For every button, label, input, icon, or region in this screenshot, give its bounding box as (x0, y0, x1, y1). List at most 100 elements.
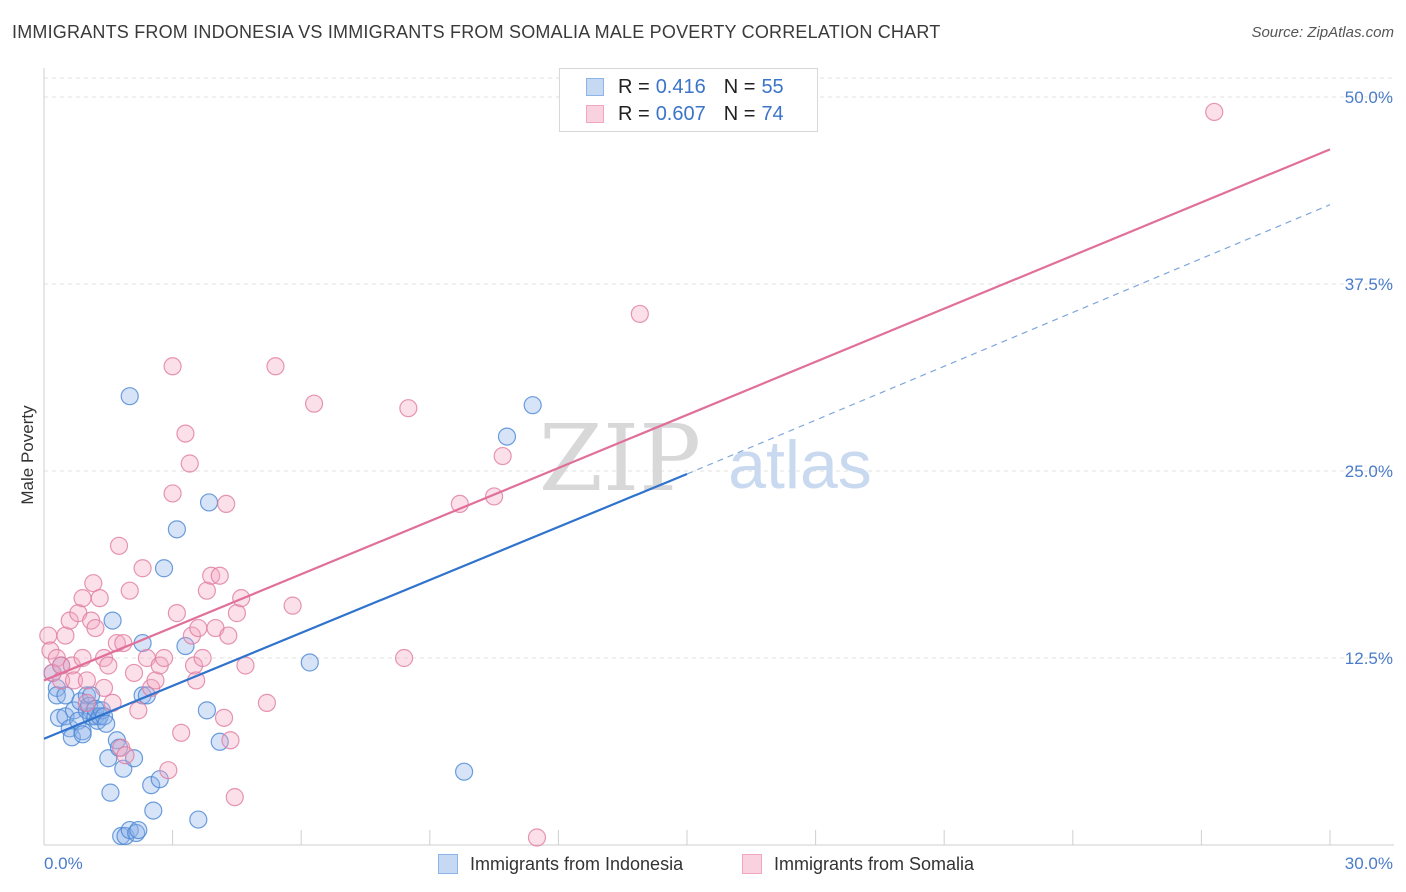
legend-row-somalia: R = 0.607 N = 74 (586, 102, 784, 126)
point-somalia (116, 746, 135, 765)
point-somalia (182, 626, 201, 645)
point-somalia (225, 788, 244, 807)
point-indonesia (97, 714, 116, 733)
y-tick-label: 25.0% (1345, 462, 1393, 481)
x-tick-label: 0.0% (44, 854, 83, 873)
point-indonesia (197, 701, 216, 720)
point-somalia (56, 626, 75, 645)
bottom-legend-indonesia: Immigrants from Indonesia (438, 852, 683, 876)
point-somalia (90, 589, 109, 608)
point-somalia (210, 566, 229, 585)
bottom-legend-swatch-somalia (742, 854, 762, 874)
legend-n-value: 74 (761, 102, 784, 125)
watermark: ZIP atlas (539, 405, 872, 512)
y-tick-label: 37.5% (1345, 275, 1393, 294)
y-tick-label: 12.5% (1345, 649, 1393, 668)
point-somalia (133, 559, 152, 578)
bottom-legend-somalia: Immigrants from Somalia (742, 852, 974, 876)
point-somalia (86, 618, 105, 638)
point-indonesia (300, 653, 319, 672)
tick-labels: 12.5% 25.0% 37.5% 50.0% 0.0% 30.0% (44, 88, 1393, 873)
point-indonesia (101, 783, 120, 802)
watermark-zip: ZIP (539, 405, 701, 512)
point-somalia (94, 678, 114, 698)
point-indonesia (199, 493, 219, 512)
bottom-legend-label-indonesia: Immigrants from Indonesia (470, 853, 684, 874)
point-somalia (193, 648, 212, 668)
legend-r-label: R = (618, 75, 650, 98)
point-indonesia (129, 820, 148, 840)
x-tick-label: 30.0% (1345, 854, 1393, 873)
point-somalia (129, 701, 148, 720)
point-somalia (41, 641, 60, 660)
point-somalia (180, 454, 199, 473)
point-somalia (172, 723, 191, 742)
point-somalia (107, 633, 126, 653)
point-indonesia (189, 810, 208, 829)
point-somalia (189, 618, 208, 638)
point-somalia (120, 581, 139, 600)
legend-swatch-indonesia (586, 78, 604, 96)
point-indonesia (154, 559, 174, 578)
point-somalia (77, 693, 96, 712)
point-somalia (1205, 102, 1224, 122)
point-indonesia (73, 725, 92, 744)
point-indonesia (62, 728, 81, 747)
point-indonesia (176, 636, 195, 656)
point-somalia (227, 604, 246, 623)
point-somalia (214, 708, 234, 727)
watermark-atlas: atlas (728, 427, 872, 503)
point-somalia (399, 399, 418, 418)
point-somalia (221, 731, 240, 750)
point-somalia (493, 446, 512, 466)
trendline-indonesia-extension (686, 204, 1331, 475)
point-somalia (167, 604, 186, 623)
point-somalia (219, 626, 238, 645)
point-somalia (109, 536, 129, 555)
point-somalia (159, 761, 178, 780)
legend-box: R = 0.416 N = 55 R = 0.607 N = 74 (559, 68, 818, 132)
bottom-legend-label-somalia: Immigrants from Somalia (774, 853, 975, 874)
point-somalia (73, 589, 92, 608)
legend-swatch-somalia (586, 105, 604, 123)
point-indonesia (523, 396, 542, 415)
point-indonesia (454, 762, 474, 781)
point-somalia (266, 357, 285, 376)
point-somalia (124, 663, 144, 683)
point-somalia (527, 828, 547, 847)
legend-r-value: 0.607 (655, 102, 706, 125)
point-somalia (176, 424, 195, 443)
legend-n-label: N = (723, 102, 756, 125)
point-indonesia (144, 801, 163, 820)
point-somalia (394, 648, 414, 668)
point-indonesia (127, 823, 146, 843)
point-somalia (217, 494, 236, 514)
chart-source: Source: ZipAtlas.com (1251, 24, 1394, 41)
trendline-indonesia (43, 472, 688, 740)
point-somalia (99, 656, 118, 675)
point-somalia (236, 656, 255, 675)
y-tick-label: 50.0% (1345, 88, 1393, 107)
legend-n-value: 55 (761, 75, 784, 98)
legend-n-label: N = (723, 75, 756, 98)
point-somalia (257, 693, 277, 712)
point-somalia (146, 671, 165, 690)
point-indonesia (167, 520, 186, 539)
point-somalia (304, 394, 324, 413)
point-somalia (77, 671, 96, 690)
point-somalia (154, 648, 174, 668)
legend-r-label: R = (618, 102, 650, 125)
axes (43, 68, 1394, 846)
point-somalia (450, 494, 469, 514)
bottom-legend-swatch-indonesia (438, 854, 458, 874)
point-somalia (84, 574, 103, 593)
point-indonesia (497, 427, 517, 446)
trendline-somalia (43, 148, 1331, 682)
grid (44, 77, 1394, 659)
point-somalia (163, 484, 182, 503)
points (39, 102, 1224, 847)
chart-title: IMMIGRANTS FROM INDONESIA VS IMMIGRANTS … (12, 22, 941, 42)
point-somalia (197, 581, 216, 600)
point-somalia (630, 304, 649, 324)
